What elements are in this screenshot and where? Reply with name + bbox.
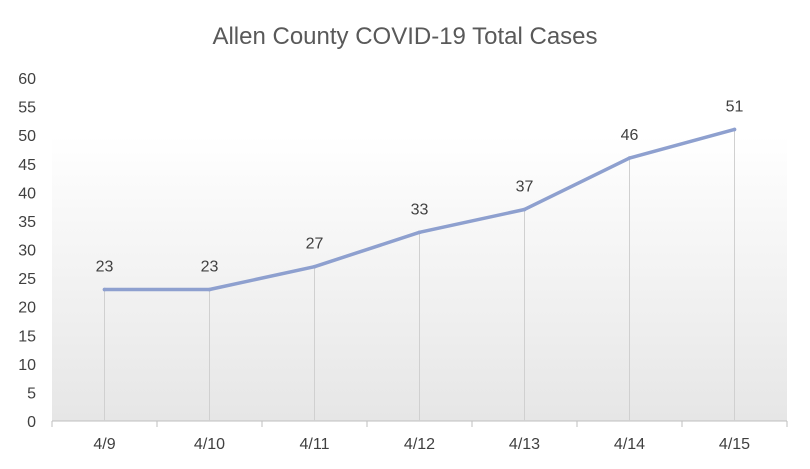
- y-tick-label: 20: [18, 300, 36, 317]
- x-tick-label: 4/14: [614, 436, 645, 453]
- chart-title: Allen County COVID-19 Total Cases: [212, 23, 597, 50]
- data-label: 23: [96, 259, 114, 276]
- data-label: 51: [726, 98, 744, 115]
- data-point: [312, 264, 317, 269]
- data-label: 27: [306, 236, 324, 253]
- data-label: 23: [201, 259, 219, 276]
- data-label: 37: [516, 178, 534, 195]
- data-point: [102, 287, 107, 292]
- data-point: [627, 156, 632, 160]
- y-tick-label: 30: [18, 243, 36, 260]
- y-tick-label: 60: [18, 71, 36, 88]
- y-tick-label: 25: [18, 271, 36, 288]
- data-point: [732, 127, 737, 132]
- data-label: 33: [411, 201, 429, 218]
- x-tick-label: 4/15: [719, 436, 750, 453]
- x-tick-label: 4/9: [93, 436, 115, 453]
- y-tick-label: 55: [18, 100, 36, 117]
- data-point: [207, 287, 212, 292]
- y-tick-label: 5: [27, 385, 36, 402]
- plot-area: 0 5 10 15 20 25 30 35 40 45 50 55 60 4/9 4/10 4/11 4/12 4…: [18, 71, 788, 453]
- y-tick-label: 50: [18, 128, 36, 145]
- data-point: [522, 207, 527, 212]
- data-point: [417, 230, 422, 235]
- x-tick-label: 4/10: [194, 436, 225, 453]
- data-label: 46: [621, 127, 639, 144]
- x-tick-label: 4/12: [404, 436, 435, 453]
- y-tick-label: 10: [18, 357, 36, 374]
- x-tick-label: 4/13: [509, 436, 540, 453]
- y-tick-label: 35: [18, 214, 36, 231]
- y-tick-label: 45: [18, 157, 36, 174]
- y-tick-label: 0: [27, 414, 36, 431]
- y-tick-label: 15: [18, 328, 36, 345]
- y-tick-label: 40: [18, 185, 36, 202]
- x-tick-label: 4/11: [300, 436, 330, 453]
